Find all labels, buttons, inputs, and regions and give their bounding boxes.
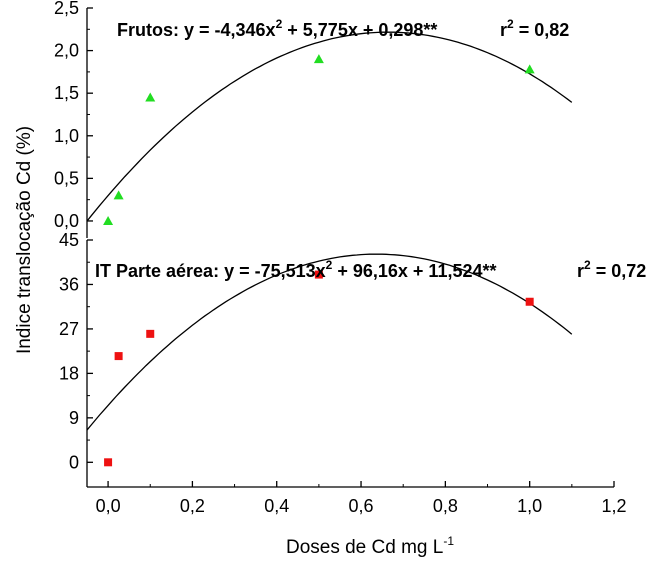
x-tick-label: 0,0	[96, 496, 121, 516]
equation-exponent: 2	[276, 17, 283, 31]
top-y-tick-label: 1,5	[54, 83, 79, 103]
x-tick-label: 1,2	[601, 496, 626, 516]
equation-rest: + 5,775x + 0,298**	[282, 20, 437, 40]
bottom-data-point	[146, 329, 155, 338]
r2-value: = 0,82	[514, 20, 570, 40]
top-data-point	[313, 54, 324, 64]
equation-exponent: 2	[326, 258, 333, 272]
x-axis-title-main: Doses de Cd mg L	[286, 537, 443, 558]
top-data-point	[145, 92, 156, 102]
equation-main: Frutos: y = -4,346x	[117, 20, 276, 40]
r2-letter: r	[577, 261, 584, 281]
top-equation: Frutos: y = -4,346x2 + 5,775x + 0,298**	[117, 17, 437, 40]
bottom-y-tick-label: 27	[59, 319, 79, 339]
bottom-data-point	[314, 270, 323, 279]
y-axis-title: Indice translocação Cd (%)	[14, 126, 35, 354]
bottom-y-tick-label: 45	[59, 230, 79, 250]
top-r-squared: r2 = 0,82	[500, 17, 569, 40]
r2-exponent: 2	[584, 258, 591, 272]
top-y-tick-label: 2,0	[54, 41, 79, 61]
bottom-panel: 0 9 18 27 36 45 0,0 0,2 0,4 0,6 0,8 1,0 1,2 IT Parte …	[59, 230, 646, 516]
bottom-fit-curve	[86, 253, 573, 431]
bottom-data-point	[525, 297, 534, 306]
x-tick-label: 1,0	[517, 496, 542, 516]
equation-rest: + 96,16x + 11,524**	[332, 261, 496, 281]
x-tick-label: 0,4	[264, 496, 289, 516]
bottom-data-point	[104, 458, 113, 467]
top-y-tick-label: 2,5	[54, 0, 79, 18]
bottom-equation: IT Parte aérea: y = -75,513x2 + 96,16x +…	[95, 258, 497, 281]
bottom-y-tick-label: 0	[69, 452, 79, 472]
x-tick-label: 0,2	[180, 496, 205, 516]
top-data-point	[103, 215, 114, 225]
top-data-point	[113, 190, 124, 200]
x-axis-title: Doses de Cd mg L-1	[286, 534, 454, 558]
top-data-point	[524, 64, 535, 74]
r2-exponent: 2	[507, 17, 514, 31]
x-tick-label: 0,6	[349, 496, 374, 516]
top-y-tick-label: 0,5	[54, 168, 79, 188]
bottom-y-tick-label: 18	[59, 363, 79, 383]
x-tick-label: 0,8	[433, 496, 458, 516]
top-y-tick-label: 1,0	[54, 126, 79, 146]
equation-main: IT Parte aérea: y = -75,513x	[95, 261, 326, 281]
bottom-y-tick-label: 36	[59, 274, 79, 294]
bottom-y-tick-label: 9	[69, 408, 79, 428]
r2-letter: r	[500, 20, 507, 40]
bottom-data-point	[114, 352, 123, 361]
top-fit-curve	[86, 31, 573, 222]
r2-value: = 0,72	[591, 261, 647, 281]
top-y-tick-label: 0,0	[54, 211, 79, 231]
bottom-r-squared: r2 = 0,72	[577, 258, 646, 281]
x-axis-title-sup: -1	[443, 534, 454, 548]
